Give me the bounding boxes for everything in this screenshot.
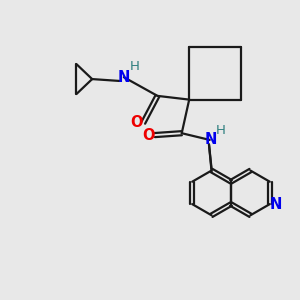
Text: H: H: [216, 124, 226, 137]
Text: N: N: [204, 132, 217, 147]
Text: O: O: [142, 128, 155, 142]
Text: N: N: [118, 70, 130, 85]
Text: H: H: [129, 60, 139, 73]
Text: N: N: [269, 196, 282, 211]
Text: O: O: [130, 115, 143, 130]
